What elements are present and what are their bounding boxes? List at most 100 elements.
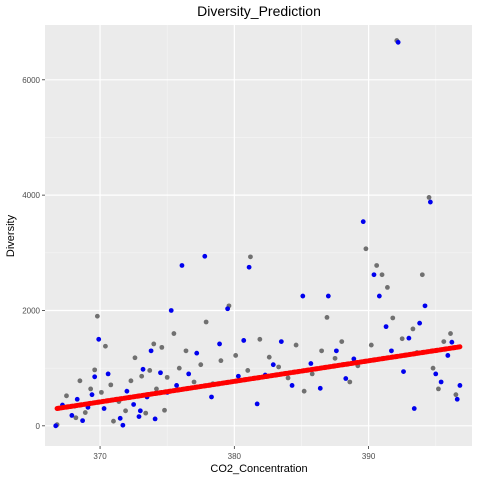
predicted-point [254, 401, 260, 407]
observed-point [309, 371, 315, 377]
predicted-point [343, 376, 349, 381]
predicted-point [449, 339, 455, 345]
observed-point [88, 386, 94, 392]
observed-point [248, 254, 253, 260]
observed-point [448, 331, 453, 336]
trend-line-group [54, 344, 463, 412]
observed-point [151, 341, 157, 347]
observed-point [218, 358, 224, 364]
predicted-point [454, 396, 460, 402]
x-tick-label: 390 [362, 452, 376, 461]
predicted-point [53, 423, 59, 429]
observed-point [98, 389, 104, 395]
predicted-point [168, 308, 174, 313]
observed-point [77, 378, 83, 384]
observed-point [154, 386, 159, 392]
trend-line [54, 344, 463, 412]
observed-point [368, 342, 374, 348]
observed-point [332, 355, 338, 361]
observed-point [64, 393, 69, 399]
predicted-point [101, 406, 107, 411]
predicted-point [360, 219, 366, 225]
x-tick-label: 380 [228, 452, 242, 461]
predicted-point [383, 324, 389, 330]
predicted-point [89, 392, 95, 398]
predicted-point [158, 370, 163, 376]
predicted-point [69, 413, 75, 418]
predicted-point [217, 341, 222, 347]
predicted-point [422, 303, 428, 309]
observed-point [257, 336, 263, 342]
predicted-point [300, 293, 306, 299]
predicted-point [417, 320, 423, 326]
observed-point [339, 339, 345, 345]
observed-point [245, 368, 251, 373]
predicted-point [406, 335, 412, 341]
observed-point [399, 336, 405, 342]
x-axis-ticks: 370 380 390 [93, 446, 376, 461]
observed-point [453, 392, 459, 398]
observed-point [430, 365, 436, 371]
observed-point [139, 373, 145, 379]
observed-point [266, 354, 272, 360]
predicted-point [235, 373, 241, 379]
predicted-point [401, 369, 406, 375]
observed-point [162, 407, 167, 413]
predicted-point [246, 264, 252, 270]
predicted-point [117, 415, 123, 421]
predicted-point [209, 394, 214, 400]
observed-point [285, 375, 291, 381]
predicted-point [105, 371, 111, 377]
predicted-point [333, 348, 339, 354]
y-axis-title: Diversity [5, 214, 17, 257]
predicted-point [351, 356, 357, 362]
observed-point [301, 388, 307, 394]
predicted-point [445, 353, 451, 358]
grid-lines [45, 25, 472, 446]
observed-point [82, 410, 88, 415]
predicted-point [241, 338, 247, 343]
predicted-point [317, 385, 323, 391]
observed-point [147, 368, 153, 373]
predicted-point [411, 406, 417, 411]
predicted-point [438, 379, 444, 385]
predicted-point [376, 293, 382, 299]
observed-point [111, 418, 116, 424]
plot-panel [45, 25, 472, 446]
predicted-point [92, 374, 98, 380]
predicted-point [136, 414, 142, 419]
observed-point [436, 386, 441, 392]
observed-point [191, 379, 197, 385]
predicted-point [225, 306, 231, 312]
predicted-point [96, 336, 102, 342]
observed-point [426, 195, 432, 200]
predicted-point [131, 402, 137, 407]
y-tick-label: 0 [36, 422, 41, 431]
observed-point [73, 415, 79, 421]
observed-point [203, 319, 209, 325]
predicted-point [389, 348, 394, 354]
observed-point [419, 272, 425, 278]
predicted-point [186, 371, 192, 377]
observed-point [347, 379, 353, 385]
observed-point [176, 365, 182, 371]
predicted-point [120, 422, 126, 428]
predicted-point [137, 408, 143, 414]
observed-point [390, 315, 396, 321]
observed-point [92, 367, 98, 373]
predicted-point [270, 362, 276, 368]
observed-point [441, 339, 447, 345]
predicted-point [174, 383, 179, 388]
observed-point [198, 362, 204, 368]
predicted-point [148, 348, 154, 354]
observed-point [159, 344, 165, 350]
observed-point [233, 353, 239, 358]
observed-point [128, 378, 134, 384]
observed-point [324, 314, 330, 320]
observed-point [94, 313, 100, 319]
predicted-point [124, 388, 130, 394]
predicted-point [80, 418, 85, 424]
observed-point [293, 342, 299, 348]
x-axis-title: CO2_Concentration [210, 463, 307, 475]
